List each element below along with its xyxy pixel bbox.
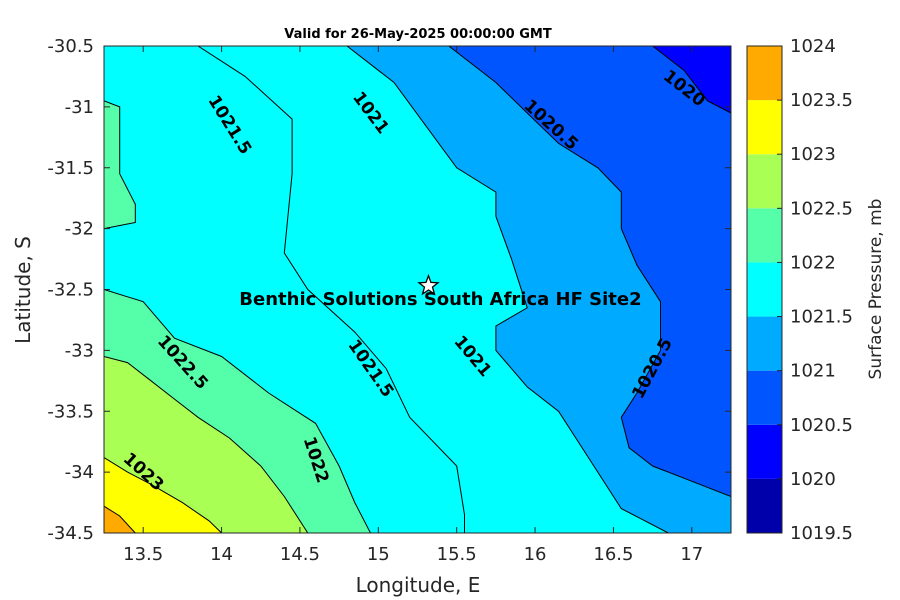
contour-region-9 [104, 506, 136, 533]
y-tick-label: -34.5 [47, 523, 94, 544]
colorbar-tick-label: 1020.5 [790, 415, 853, 436]
site-marker-layer: Benthic Solutions South Africa HF Site2 [239, 273, 642, 310]
colorbar-tick-label: 1023.5 [790, 90, 853, 111]
colorbar: 1019.5 1020 1020.5 1021 1021.5 1022 1022.5 1023… [746, 36, 853, 544]
contour-line-0 [104, 505, 136, 533]
x-tick-label: 14.5 [280, 544, 320, 565]
x-tick-label: 15 [367, 544, 390, 565]
y-tick-label: -32 [65, 219, 94, 240]
contour-region-2 [347, 46, 731, 533]
site-label: Benthic Solutions South Africa HF Site2 [239, 289, 641, 310]
contour-line-5 [197, 46, 465, 533]
contour-line-4 [104, 100, 136, 230]
colorbar-tick-label: 1024 [790, 36, 836, 57]
x-tick-label: 16.5 [593, 544, 633, 565]
x-tick-label: 15.5 [437, 544, 477, 565]
x-tick-label: 16 [524, 544, 547, 565]
x-axis-ticks: 13.5 14 14.5 15 15.5 16 16.5 17 [123, 46, 703, 565]
colorbar-swatch [747, 478, 782, 533]
contour-region-6 [104, 289, 371, 533]
contour-line-3 [104, 289, 371, 533]
y-tick-label: -34 [65, 462, 94, 483]
y-tick-label: -31.5 [47, 158, 94, 179]
contour-region-4 [104, 46, 465, 533]
colorbar-swatch [747, 424, 782, 479]
y-tick-label: -31 [65, 97, 94, 118]
colorbar-tick-label: 1021.5 [790, 307, 853, 328]
y-tick-label: -33 [65, 340, 94, 361]
contour-region-0 [652, 46, 731, 113]
colorbar-swatch [747, 154, 782, 209]
colorbar-tick-label: 1020 [790, 469, 836, 490]
x-tick-label: 14 [210, 544, 233, 565]
colorbar-tick-label: 1022 [790, 252, 836, 273]
colorbar-label: Surface Pressure, mb [866, 199, 886, 380]
colorbar-swatch [747, 316, 782, 371]
x-tick-label: 13.5 [123, 544, 163, 565]
colorbar-tick-label: 1022.5 [790, 198, 853, 219]
site-star-marker [417, 273, 440, 296]
colorbar-swatch [747, 262, 782, 317]
y-tick-label: -33.5 [47, 401, 94, 422]
contour-line-2 [104, 356, 309, 533]
contour-line-8 [652, 46, 731, 114]
colorbar-tick-label: 1023 [790, 144, 836, 165]
colorbar-frame [746, 45, 783, 534]
chart-title: Valid for 26-May-2025 00:00:00 GMT [284, 27, 552, 42]
y-axis-label: Latitude, S [11, 236, 35, 344]
contour-lines [104, 46, 731, 533]
contour-region-7 [104, 356, 308, 533]
y-tick-label: -30.5 [47, 36, 94, 57]
colorbar-swatch [747, 208, 782, 263]
colorbar-swatch [747, 100, 782, 155]
x-tick-label: 17 [680, 544, 703, 565]
contour-region-1 [448, 46, 731, 497]
contour-region-8 [104, 457, 222, 533]
colorbar-swatch [747, 46, 782, 101]
colorbar-swatch [747, 370, 782, 425]
contour-line-6 [346, 46, 669, 533]
contour-line-7 [448, 46, 731, 497]
contour-line-1 [104, 457, 222, 533]
colorbar-tick-label: 1021 [790, 361, 836, 382]
colorbar-tick-label: 1019.5 [790, 523, 853, 544]
x-axis-label: Longitude, E [356, 573, 481, 597]
y-axis-ticks: -30.5 -31 -31.5 -32 -32.5 -33 -33.5 -34 -34.5 [47, 36, 731, 544]
y-tick-label: -32.5 [47, 280, 94, 301]
